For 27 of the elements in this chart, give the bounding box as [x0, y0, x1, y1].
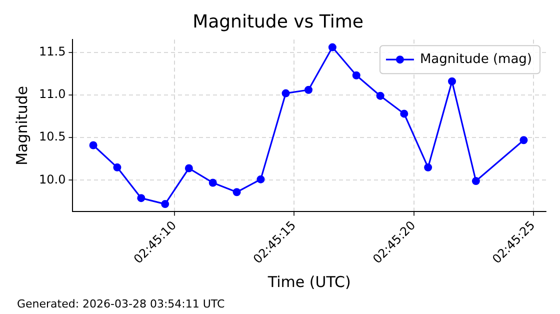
chart-title: Magnitude vs Time: [192, 11, 364, 32]
point: [376, 92, 384, 100]
point: [184, 164, 193, 172]
point: [424, 163, 432, 172]
point: [161, 200, 170, 208]
point: [232, 188, 241, 196]
text: Generated: 2026-03-28 03:54:11 UTC: [17, 297, 226, 310]
point: [328, 43, 336, 52]
x-axis-title: Time (UTC): [266, 272, 351, 291]
point: [208, 178, 217, 187]
legend-label: Magnitude (mag): [420, 52, 532, 67]
point: [113, 163, 122, 172]
point: [520, 136, 528, 144]
point: [304, 86, 312, 94]
y-tick-label: 11.5: [39, 44, 66, 59]
point: [472, 177, 480, 186]
point: [137, 194, 146, 202]
point: [282, 89, 290, 98]
point: [89, 141, 98, 150]
y-axis-title: Magnitude: [12, 86, 31, 166]
y-tick-label: 10.5: [39, 130, 66, 144]
point: [400, 110, 408, 118]
y-tick-label: 10.0: [39, 172, 66, 186]
point: [352, 71, 360, 80]
y-tick-label: 11.0: [39, 87, 66, 102]
point: [256, 175, 265, 184]
point: [448, 77, 456, 86]
